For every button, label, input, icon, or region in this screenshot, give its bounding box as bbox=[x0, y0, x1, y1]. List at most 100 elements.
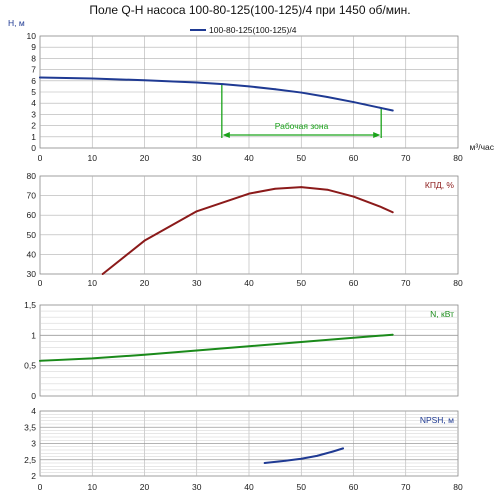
data-point bbox=[195, 81, 198, 84]
x-tick-label: 10 bbox=[88, 153, 98, 163]
x-tick-label: 0 bbox=[38, 278, 43, 288]
x-tick-label: 30 bbox=[192, 278, 202, 288]
data-point bbox=[39, 359, 41, 362]
data-point bbox=[195, 349, 198, 352]
x-tick-label: 40 bbox=[244, 278, 254, 288]
x-tick-label: 70 bbox=[401, 278, 411, 288]
x-tick-label: 70 bbox=[401, 482, 411, 492]
legend-label: 100-80-125(100-125)/4 bbox=[209, 25, 297, 35]
data-point bbox=[195, 210, 198, 213]
working-zone-arrow-right bbox=[373, 132, 381, 138]
x-tick-label: 0 bbox=[38, 153, 43, 163]
y-tick-label: 70 bbox=[27, 191, 37, 201]
data-point bbox=[91, 77, 94, 80]
x-tick-label: 30 bbox=[192, 153, 202, 163]
y-tick-label: 1 bbox=[31, 132, 36, 142]
y-axis-label: N, кВт bbox=[430, 309, 454, 319]
data-point bbox=[91, 357, 94, 360]
y-tick-label: 80 bbox=[27, 171, 37, 181]
data-point bbox=[101, 273, 104, 275]
x-tick-label: 40 bbox=[244, 153, 254, 163]
y-tick-label: 1 bbox=[31, 330, 36, 340]
y-tick-label: 60 bbox=[27, 210, 37, 220]
y-tick-label: 5 bbox=[31, 87, 36, 97]
series-line-npsh bbox=[263, 447, 345, 464]
working-zone-label: Рабочая зона bbox=[275, 121, 329, 131]
working-zone-arrow-left bbox=[222, 132, 230, 138]
data-point bbox=[248, 192, 250, 195]
x-tick-label: 30 bbox=[192, 482, 202, 492]
data-point bbox=[331, 450, 334, 453]
y-tick-label: 8 bbox=[31, 53, 36, 63]
y-tick-label: 3 bbox=[31, 439, 36, 449]
y-tick-label: 0 bbox=[31, 143, 36, 153]
data-point bbox=[263, 462, 266, 464]
y-tick-label: 2 bbox=[31, 121, 36, 131]
y-tick-label: 2 bbox=[31, 471, 36, 481]
panel-power: 0 0,5 1 1,5 N, кВт bbox=[24, 300, 459, 401]
x-tick-label: 60 bbox=[349, 278, 359, 288]
x-tick-label: 80 bbox=[453, 278, 463, 288]
data-point bbox=[248, 85, 250, 88]
y-tick-label: 7 bbox=[31, 65, 36, 75]
y-tick-label: 6 bbox=[31, 76, 36, 86]
y-axis-label: H, м bbox=[8, 18, 25, 28]
data-point bbox=[274, 88, 277, 91]
x-tick-label: 20 bbox=[140, 153, 150, 163]
chart-title: Поле Q-H насоса 100-80-125(100-125)/4 пр… bbox=[89, 3, 410, 17]
y-tick-label: 4 bbox=[31, 98, 36, 108]
panel-eff: 30 40 50 60 70 80 0 10 20 30 40 50 60 70 80 КПД, % bbox=[27, 171, 463, 288]
x-tick-label: 10 bbox=[88, 278, 98, 288]
x-tick-label: 50 bbox=[297, 153, 307, 163]
data-point bbox=[316, 454, 318, 457]
x-tick-label: 0 bbox=[38, 482, 43, 492]
data-point bbox=[300, 457, 303, 460]
series-line-qh bbox=[39, 76, 394, 112]
data-point bbox=[391, 333, 394, 336]
data-point bbox=[300, 186, 303, 189]
y-tick-label: 4 bbox=[31, 406, 36, 416]
data-point bbox=[342, 447, 344, 450]
x-tick-label: 60 bbox=[349, 153, 359, 163]
y-tick-label: 9 bbox=[31, 42, 36, 52]
data-point bbox=[391, 109, 394, 112]
working-zone: Рабочая зона bbox=[221, 84, 382, 138]
y-tick-label: 10 bbox=[27, 31, 37, 41]
data-point bbox=[378, 205, 381, 208]
y-tick-label: 50 bbox=[27, 230, 37, 240]
y-tick-label: 3 bbox=[31, 109, 36, 119]
data-point bbox=[248, 345, 250, 348]
legend: 100-80-125(100-125)/4 bbox=[190, 25, 297, 35]
data-point bbox=[274, 187, 277, 190]
series-line-power bbox=[39, 333, 394, 362]
series-line-eff bbox=[101, 186, 394, 275]
data-point bbox=[352, 336, 355, 339]
y-tick-label: 0 bbox=[31, 391, 36, 401]
data-point bbox=[143, 239, 146, 242]
x-tick-label: 20 bbox=[140, 482, 150, 492]
data-point bbox=[221, 83, 224, 86]
x-tick-label: 50 bbox=[297, 278, 307, 288]
x-tick-label: 80 bbox=[453, 482, 463, 492]
x-tick-label: 70 bbox=[401, 153, 411, 163]
data-point bbox=[284, 459, 287, 462]
y-tick-label: 0,5 bbox=[24, 361, 36, 371]
y-axis-label: NPSH, м bbox=[420, 415, 454, 425]
data-point bbox=[300, 341, 303, 343]
y-tick-label: 1,5 bbox=[24, 300, 36, 310]
x-tick-label: 10 bbox=[88, 482, 98, 492]
data-point bbox=[391, 211, 394, 214]
y-tick-label: 3,5 bbox=[24, 422, 36, 432]
y-tick-label: 2,5 bbox=[24, 455, 36, 465]
x-tick-label: 40 bbox=[244, 482, 254, 492]
x-tick-label: 60 bbox=[349, 482, 359, 492]
data-point bbox=[326, 96, 329, 98]
data-point bbox=[326, 188, 329, 191]
data-point bbox=[378, 106, 381, 109]
data-point bbox=[352, 101, 355, 103]
data-point bbox=[39, 76, 41, 79]
y-axis-label: КПД, % bbox=[425, 180, 455, 190]
